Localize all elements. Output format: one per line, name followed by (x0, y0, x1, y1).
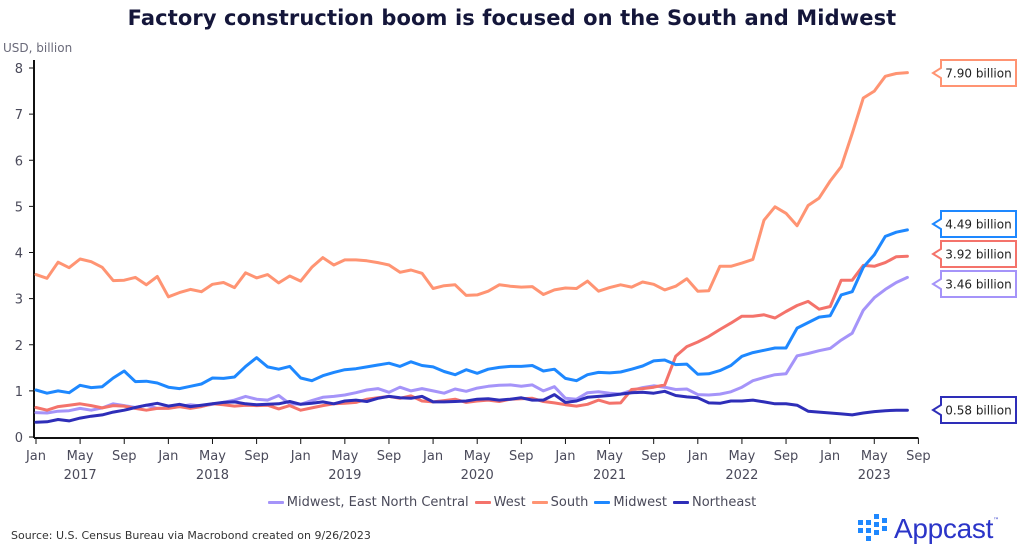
y-tick-label: 6 (15, 154, 23, 169)
x-tick-label: Jan (422, 449, 443, 464)
legend-swatch (673, 501, 689, 504)
legend-item: Midwest (594, 495, 667, 510)
callout-label: 0.58 billion (945, 404, 1011, 418)
callout-midwest-east-north-central: 3.46 billion (931, 270, 1017, 298)
x-tick-label: May (67, 449, 94, 464)
x-tick-label: Jan (819, 449, 840, 464)
y-tick-label: 1 (15, 385, 23, 400)
axes: USD, billion 0 1 2 3 4 5 6 7 8 Jan May Sep Jan May Sep J… (3, 41, 931, 483)
callout-box (931, 59, 1017, 87)
x-tick-label: May (596, 449, 623, 464)
x-tick-label: Jan (25, 449, 46, 464)
x-year-label: 2021 (593, 468, 626, 483)
value-callouts: 7.90 billion 4.49 billion 3.92 billion 3.46… (931, 59, 1017, 424)
legend-item: Northeast (673, 495, 756, 510)
series-line-west (34, 254, 909, 412)
y-tick-label: 4 (15, 247, 23, 262)
source-note: Source: U.S. Census Bureau via Macrobond… (11, 529, 371, 542)
callout-midwest: 4.49 billion (931, 210, 1017, 238)
legend-label: Northeast (692, 495, 757, 510)
legend-label: Midwest (613, 495, 667, 510)
x-tick-label: May (861, 449, 888, 464)
callout-south: 7.90 billion (931, 59, 1017, 87)
legend-item: Midwest, East North Central (267, 495, 469, 510)
callout-box (931, 210, 1017, 238)
series-line-northeast (34, 389, 909, 424)
x-tick-label: Sep (906, 449, 931, 464)
x-tick-label: Jan (157, 449, 178, 464)
x-year-label: 2020 (461, 468, 494, 483)
callout-west: 3.92 billion (931, 240, 1017, 268)
callout-northeast: 0.58 billion (931, 396, 1017, 424)
y-axis-unit-label: USD, billion (3, 41, 72, 55)
x-year-label: 2023 (858, 468, 891, 483)
legend-swatch (594, 501, 611, 504)
x-tick-label: Sep (112, 449, 137, 464)
legend: Midwest, East North Central West South Midw… (0, 493, 1024, 510)
y-tick-label: 2 (15, 339, 23, 354)
y-tick-label: 7 (15, 108, 23, 123)
y-tick-label: 5 (15, 200, 23, 215)
x-tick-label: Sep (509, 449, 534, 464)
x-tick-label: Jan (687, 449, 708, 464)
legend-label: South (550, 495, 589, 510)
logo-trademark: ™ (993, 517, 1000, 524)
legend-swatch (531, 501, 548, 504)
series-line-south (34, 71, 909, 299)
y-tick-label: 3 (15, 293, 23, 308)
x-tick-label: Sep (244, 449, 269, 464)
x-tick-label: May (331, 449, 358, 464)
logo-text: Appcast (894, 513, 994, 544)
x-tick-label: May (728, 449, 755, 464)
callout-label: 3.46 billion (945, 278, 1011, 292)
legend-swatch (267, 501, 284, 504)
series-lines (34, 71, 909, 424)
y-tick-label: 0 (15, 431, 23, 446)
x-tick-label: Sep (774, 449, 799, 464)
series-line-midwest-east-north-central (34, 275, 909, 415)
x-year-label: 2018 (196, 468, 229, 483)
callout-box (931, 240, 1017, 268)
chart-title: Factory construction boom is focused on … (127, 6, 897, 30)
x-year-label: 2019 (328, 468, 361, 483)
x-year-label: 2022 (725, 468, 758, 483)
callout-box (931, 396, 1017, 424)
legend-item: South (531, 495, 589, 510)
x-year-label: 2017 (64, 468, 97, 483)
grid-dots-icon (858, 514, 887, 541)
legend-swatch (474, 501, 491, 504)
legend-label: Midwest, East North Central (286, 495, 469, 510)
series-line-midwest (34, 228, 909, 395)
appcast-logo: Appcast ™ (858, 513, 999, 545)
callout-box (931, 270, 1017, 298)
y-tick-label: 8 (15, 62, 23, 77)
callout-label: 3.92 billion (945, 248, 1011, 262)
x-tick-label: Sep (377, 449, 402, 464)
x-tick-label: May (464, 449, 491, 464)
legend-label: West (493, 495, 526, 510)
x-tick-label: Sep (641, 449, 666, 464)
x-tick-label: Jan (554, 449, 575, 464)
callout-label: 7.90 billion (945, 67, 1011, 81)
legend-item: West (474, 495, 526, 510)
x-tick-label: Jan (290, 449, 311, 464)
callout-label: 4.49 billion (945, 218, 1011, 232)
x-tick-label: May (199, 449, 226, 464)
